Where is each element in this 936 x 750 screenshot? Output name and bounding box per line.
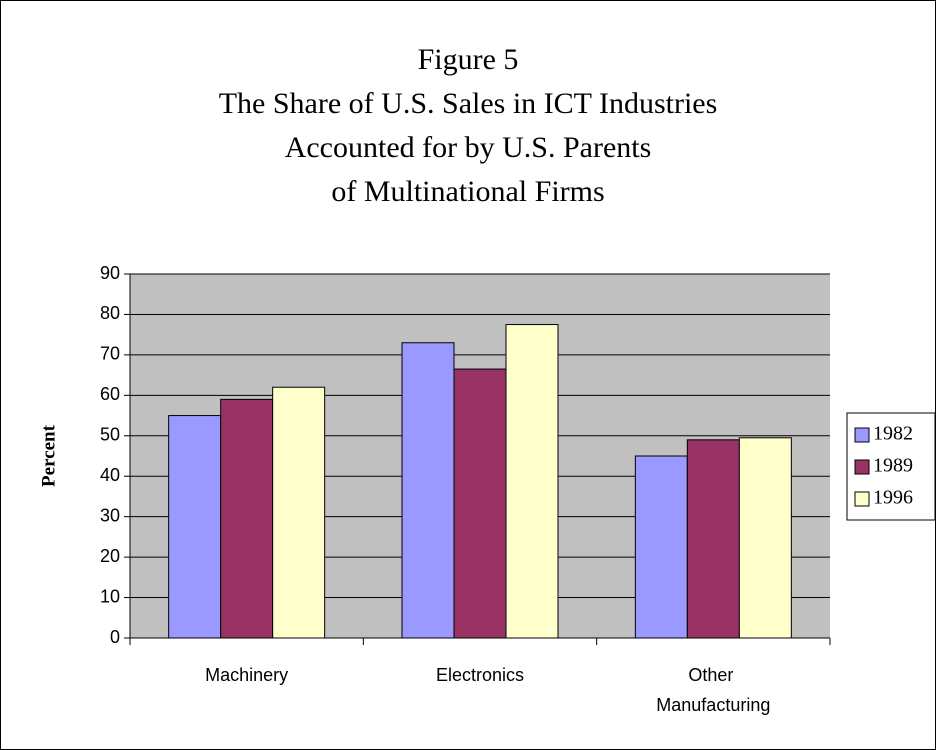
bar bbox=[634, 455, 688, 639]
bar bbox=[168, 415, 222, 639]
y-tick-label: 60 bbox=[100, 384, 120, 404]
y-tick-label: 90 bbox=[100, 263, 120, 283]
bar bbox=[401, 342, 455, 639]
title-line: of Multinational Firms bbox=[331, 175, 604, 208]
y-tick-label: 30 bbox=[100, 505, 120, 525]
y-tick-label: 50 bbox=[100, 425, 120, 445]
y-tick-label: 40 bbox=[100, 465, 120, 485]
chart-title: Figure 5 The Share of U.S. Sales in ICT I… bbox=[219, 43, 718, 208]
title-line: Accounted for by U.S. Parents bbox=[285, 131, 652, 164]
y-tick-label: 70 bbox=[100, 344, 120, 364]
bar bbox=[453, 368, 507, 639]
legend-swatch bbox=[854, 491, 870, 507]
bar bbox=[272, 386, 326, 639]
legend-label: 1989 bbox=[873, 455, 913, 477]
x-tick-label: Machinery bbox=[205, 665, 288, 685]
y-tick-label: 20 bbox=[100, 546, 120, 566]
bar bbox=[738, 437, 792, 639]
bar bbox=[220, 398, 274, 639]
y-tick-label: 10 bbox=[100, 586, 120, 606]
x-tick-label: Other Manufacturing bbox=[656, 665, 770, 715]
legend-label: 1996 bbox=[873, 487, 913, 509]
bar bbox=[505, 324, 559, 639]
y-axis-label: Percent bbox=[38, 424, 59, 487]
x-tick-label: Electronics bbox=[436, 665, 524, 685]
title-line: Figure 5 bbox=[418, 43, 519, 76]
title-line: The Share of U.S. Sales in ICT Industrie… bbox=[219, 87, 718, 120]
bar bbox=[686, 439, 740, 639]
y-tick-label: 80 bbox=[100, 303, 120, 323]
legend-swatch bbox=[854, 427, 870, 443]
legend-swatch bbox=[854, 459, 870, 475]
y-tick-label: 0 bbox=[110, 627, 120, 647]
legend-label: 1982 bbox=[873, 423, 913, 445]
